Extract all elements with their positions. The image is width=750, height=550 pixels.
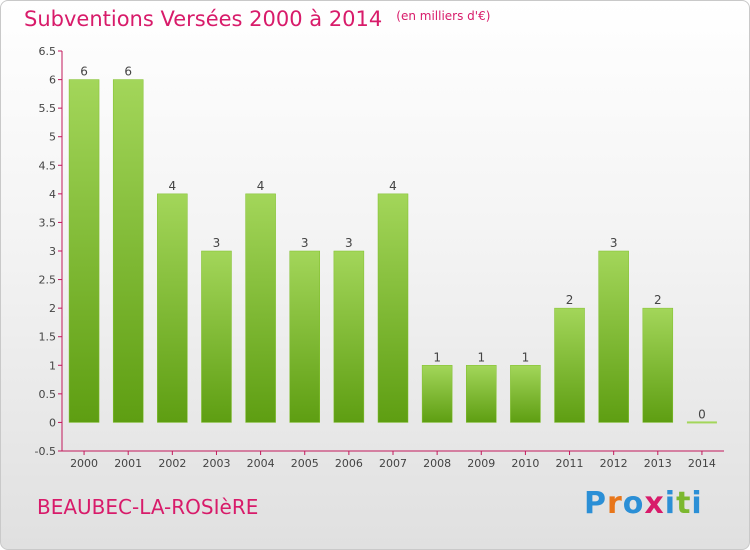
data-label-2008: 1 bbox=[433, 350, 441, 364]
bar-2014 bbox=[686, 421, 717, 424]
x-tick-label-2005: 2005 bbox=[291, 457, 319, 470]
chart-title: Subventions Versées 2000 à 2014 bbox=[24, 7, 383, 31]
y-tick-label: 4.5 bbox=[39, 159, 57, 172]
y-tick-label: 3 bbox=[49, 245, 56, 258]
x-tick-label-2013: 2013 bbox=[644, 457, 672, 470]
bar-2000 bbox=[68, 79, 100, 423]
bar-2008 bbox=[421, 365, 453, 423]
data-label-2004: 4 bbox=[257, 179, 265, 193]
logo-letter: r bbox=[607, 486, 623, 521]
y-tick-label: 6 bbox=[49, 74, 56, 87]
bar-2004 bbox=[245, 193, 276, 423]
bar-2012 bbox=[598, 250, 629, 423]
data-label-2011: 2 bbox=[566, 293, 574, 307]
data-label-2006: 3 bbox=[345, 236, 353, 250]
bar-2010 bbox=[510, 365, 541, 423]
x-tick-label-2006: 2006 bbox=[335, 457, 363, 470]
logo-letter: i bbox=[691, 486, 703, 521]
x-tick-label-2001: 2001 bbox=[114, 457, 142, 470]
x-tick-label-2014: 2014 bbox=[688, 457, 716, 470]
bar-2001 bbox=[112, 79, 144, 423]
x-tick-label-2004: 2004 bbox=[247, 457, 275, 470]
bars bbox=[68, 79, 717, 424]
logo-letter: i bbox=[664, 486, 677, 521]
y-tick-label: 1.5 bbox=[39, 331, 57, 344]
x-tick-label-2003: 2003 bbox=[202, 457, 230, 470]
proxiti-logo: Proxiti bbox=[584, 486, 703, 521]
y-tick-label: 0 bbox=[49, 416, 56, 429]
data-label-2003: 3 bbox=[213, 236, 221, 250]
bar-2003 bbox=[201, 250, 232, 423]
axes: -0.5 0 0.5 1 1.5 2 2.5 3 3.5 4 4.5 5 5.5 6 6.5 2000 2001… bbox=[35, 45, 724, 470]
title-row: Subventions Versées 2000 à 2014 (en milli… bbox=[24, 7, 490, 31]
logo-letter: P bbox=[584, 486, 607, 521]
data-label-2012: 3 bbox=[610, 236, 618, 250]
y-tick-label: 2 bbox=[49, 302, 56, 315]
data-label-2010: 1 bbox=[522, 350, 530, 364]
data-label-2005: 3 bbox=[301, 236, 309, 250]
y-tick-label: 0.5 bbox=[39, 388, 57, 401]
data-label-2007: 4 bbox=[389, 179, 397, 193]
chart-subtitle: (en milliers d'€) bbox=[396, 9, 491, 23]
data-label-2002: 4 bbox=[169, 179, 177, 193]
x-tick-label-2008: 2008 bbox=[423, 457, 451, 470]
x-tick-label-2012: 2012 bbox=[600, 457, 628, 470]
x-tick-label-2002: 2002 bbox=[158, 457, 186, 470]
bar-2009 bbox=[466, 365, 497, 423]
x-tick-label-2007: 2007 bbox=[379, 457, 407, 470]
data-label-2014: 0 bbox=[698, 407, 706, 421]
bar-2006 bbox=[333, 250, 365, 423]
labels: 6 6 4 3 4 3 3 4 1 1 1 2 3 2 0 bbox=[80, 65, 706, 422]
x-tick-label-2000: 2000 bbox=[70, 457, 98, 470]
bar-2007 bbox=[377, 193, 409, 423]
y-tick-label: 3.5 bbox=[39, 216, 57, 229]
logo-letter: o bbox=[622, 486, 645, 521]
logo-letter: x bbox=[644, 486, 665, 521]
y-tick-label: 1 bbox=[49, 359, 56, 372]
y-tick-label: 6.5 bbox=[39, 45, 57, 58]
logo-letter: t bbox=[676, 486, 692, 521]
y-tick-label: 5.5 bbox=[39, 102, 57, 115]
data-label-2001: 6 bbox=[124, 65, 132, 79]
bar-2013 bbox=[642, 307, 674, 423]
data-label-2000: 6 bbox=[80, 65, 88, 79]
bar-2011 bbox=[554, 307, 585, 423]
commune-name: BEAUBEC-LA-ROSIèRE bbox=[37, 495, 259, 519]
x-tick-label-2009: 2009 bbox=[467, 457, 495, 470]
data-label-2009: 1 bbox=[477, 350, 485, 364]
y-tick-label: 2.5 bbox=[39, 274, 57, 287]
x-tick-label-2011: 2011 bbox=[556, 457, 584, 470]
data-label-2013: 2 bbox=[654, 293, 662, 307]
y-tick-label: 4 bbox=[49, 188, 56, 201]
y-tick-label: -0.5 bbox=[35, 445, 56, 458]
y-tick-label: 5 bbox=[49, 131, 56, 144]
bar-2002 bbox=[157, 193, 188, 423]
bar-2005 bbox=[289, 250, 320, 423]
x-tick-label-2010: 2010 bbox=[511, 457, 539, 470]
